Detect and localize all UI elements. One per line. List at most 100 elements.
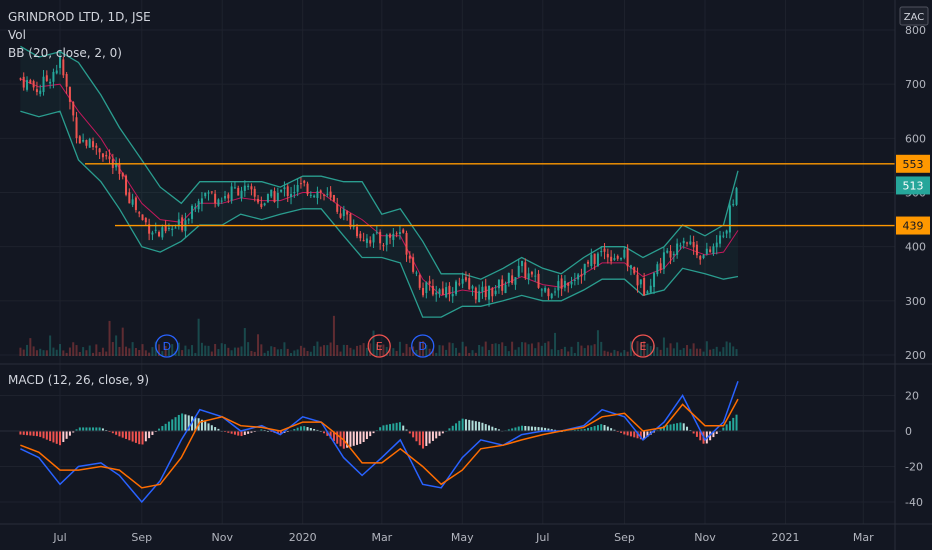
candle-body bbox=[445, 287, 448, 298]
volume-bar bbox=[712, 348, 715, 356]
macd-histogram-bar bbox=[230, 431, 233, 434]
volume-bar bbox=[309, 351, 312, 356]
macd-histogram-bar bbox=[369, 431, 372, 437]
candle-body bbox=[484, 286, 487, 298]
macd-histogram-bar bbox=[293, 428, 296, 431]
event-marker[interactable] bbox=[155, 334, 179, 358]
volume-bar bbox=[722, 347, 725, 356]
bollinger-indicator-label[interactable]: BB (20, close, 2, 0) bbox=[8, 46, 122, 60]
candle-body bbox=[270, 189, 273, 197]
macd-histogram-bar bbox=[174, 417, 177, 431]
candle-body bbox=[237, 187, 240, 196]
macd-histogram-bar bbox=[629, 431, 632, 437]
macd-histogram-bar bbox=[158, 428, 161, 431]
volume-bar bbox=[356, 345, 359, 356]
candle-body bbox=[517, 265, 520, 277]
macd-histogram-bar bbox=[164, 423, 167, 431]
volume-bar bbox=[250, 350, 253, 356]
candle-body bbox=[712, 246, 715, 254]
macd-histogram-bar bbox=[458, 420, 461, 431]
macd-histogram-bar bbox=[296, 427, 299, 431]
macd-histogram-bar bbox=[138, 431, 141, 445]
x-tick-label: Nov bbox=[212, 531, 234, 544]
volume-bar bbox=[131, 342, 134, 356]
macd-histogram-bar bbox=[171, 419, 174, 431]
macd-histogram-bar bbox=[639, 431, 642, 440]
candle-body bbox=[214, 193, 217, 204]
macd-histogram bbox=[19, 413, 738, 449]
volume-bar bbox=[567, 351, 570, 356]
candle-body bbox=[501, 279, 504, 291]
volume-bar bbox=[210, 351, 213, 356]
volume-bar bbox=[121, 327, 124, 356]
volume-bar bbox=[177, 342, 180, 356]
volume-bar bbox=[540, 345, 543, 356]
macd-indicator-label[interactable]: MACD (12, 26, close, 9) bbox=[8, 373, 150, 387]
candle-body bbox=[346, 211, 349, 215]
volume-bar bbox=[587, 345, 590, 356]
volume-bar bbox=[521, 342, 524, 356]
symbol-title[interactable]: GRINDROD LTD, 1D, JSE bbox=[8, 10, 151, 24]
volume-bar bbox=[448, 342, 451, 356]
volume-bar bbox=[415, 349, 418, 356]
time-axis[interactable]: Jul Sep Nov 2020 Mar May Jul Sep Nov 2021 Mar bbox=[52, 531, 874, 544]
volume-bar bbox=[303, 347, 306, 356]
volume-bar bbox=[471, 350, 474, 356]
candle-body bbox=[276, 192, 279, 201]
volume-bar bbox=[105, 351, 108, 356]
candle-body bbox=[134, 197, 137, 210]
price-tick-label: 200 bbox=[905, 349, 926, 362]
volume-bar bbox=[88, 345, 91, 356]
macd-histogram-bar bbox=[359, 431, 362, 444]
volume-indicator-label[interactable]: Vol bbox=[8, 28, 26, 42]
candle-body bbox=[699, 256, 702, 260]
macd-histogram-bar bbox=[309, 428, 312, 431]
candle-body bbox=[458, 283, 461, 285]
candle-body bbox=[52, 71, 55, 82]
event-marker[interactable] bbox=[411, 334, 435, 358]
price-tick-label: 300 bbox=[905, 295, 926, 308]
volume-bar bbox=[580, 345, 583, 356]
candle-body bbox=[243, 185, 246, 192]
macd-tick-label: 20 bbox=[905, 390, 919, 403]
candle-body bbox=[362, 240, 365, 242]
volume-bar bbox=[326, 345, 329, 356]
volume-bar bbox=[85, 350, 88, 356]
macd-histogram-bar bbox=[514, 427, 517, 431]
event-marker-label: E bbox=[640, 340, 647, 353]
volume-bar bbox=[125, 346, 128, 356]
macd-histogram-bar bbox=[240, 431, 243, 437]
volume-bar bbox=[507, 351, 510, 356]
candle-body bbox=[296, 184, 299, 192]
volume-bar bbox=[418, 341, 421, 356]
volume-bar bbox=[346, 344, 349, 356]
macd-histogram-bar bbox=[517, 426, 520, 431]
volume-bar bbox=[342, 344, 345, 356]
candle-body bbox=[39, 90, 42, 94]
volume-bar bbox=[709, 349, 712, 356]
volume-bar bbox=[253, 351, 256, 356]
candle-body bbox=[164, 225, 167, 232]
volume-bar bbox=[527, 344, 530, 356]
volume-bar bbox=[570, 346, 573, 356]
macd-histogram-bar bbox=[412, 431, 415, 438]
candle-body bbox=[250, 186, 253, 190]
candle-body bbox=[32, 81, 35, 88]
volume-bar bbox=[339, 351, 342, 356]
candle-body bbox=[247, 185, 250, 188]
event-marker[interactable] bbox=[631, 334, 655, 358]
candle-body bbox=[171, 228, 174, 231]
macd-histogram-bar bbox=[662, 425, 665, 431]
macd-histogram-bar bbox=[408, 431, 411, 434]
volume-bar bbox=[435, 352, 438, 356]
candle-body bbox=[422, 287, 425, 296]
candle-body bbox=[550, 293, 553, 298]
volume-bar bbox=[313, 345, 316, 356]
macd-histogram-bar bbox=[534, 426, 537, 431]
event-marker[interactable] bbox=[367, 334, 391, 358]
price-axis[interactable]: 200300400500600700800 bbox=[905, 24, 926, 362]
macd-histogram-bar bbox=[332, 431, 335, 442]
volume-bar bbox=[19, 347, 22, 356]
candle-body bbox=[478, 291, 481, 303]
candle-body bbox=[95, 145, 98, 148]
